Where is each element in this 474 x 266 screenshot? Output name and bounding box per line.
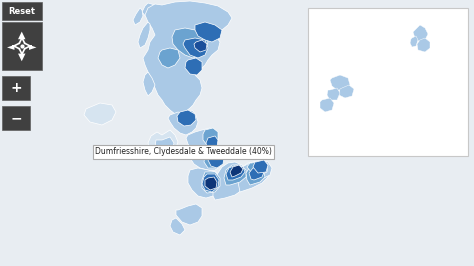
Polygon shape: [327, 88, 340, 100]
Polygon shape: [158, 48, 180, 68]
Polygon shape: [205, 177, 217, 190]
Polygon shape: [186, 128, 216, 155]
Polygon shape: [213, 162, 250, 200]
Polygon shape: [330, 75, 350, 90]
Polygon shape: [208, 152, 224, 168]
Polygon shape: [148, 130, 178, 160]
Bar: [2, 2, 42, 20]
Text: ▲: ▲: [18, 30, 26, 40]
Polygon shape: [183, 38, 208, 58]
Polygon shape: [133, 8, 143, 25]
Polygon shape: [226, 165, 245, 180]
Polygon shape: [168, 110, 198, 135]
Polygon shape: [84, 103, 116, 125]
Polygon shape: [413, 25, 428, 42]
Polygon shape: [238, 162, 268, 192]
Polygon shape: [195, 22, 222, 42]
Polygon shape: [247, 160, 268, 175]
Polygon shape: [203, 128, 218, 145]
Bar: [2, 22, 42, 70]
Polygon shape: [202, 172, 220, 193]
Polygon shape: [246, 165, 265, 185]
Polygon shape: [142, 3, 160, 22]
Polygon shape: [176, 204, 202, 225]
Polygon shape: [240, 160, 272, 178]
Polygon shape: [320, 98, 334, 112]
Polygon shape: [143, 72, 155, 96]
Polygon shape: [204, 150, 222, 168]
Polygon shape: [155, 137, 174, 155]
Polygon shape: [224, 165, 246, 185]
Bar: [2, 106, 30, 130]
Polygon shape: [190, 150, 222, 170]
Polygon shape: [410, 36, 418, 47]
Polygon shape: [417, 38, 430, 52]
Polygon shape: [253, 160, 268, 173]
Text: ◄: ◄: [7, 41, 15, 51]
Text: ►: ►: [29, 41, 37, 51]
Text: Dumfriesshire, Clydesdale & Tweeddale (40%): Dumfriesshire, Clydesdale & Tweeddale (4…: [95, 148, 272, 156]
Polygon shape: [188, 168, 220, 198]
Text: −: −: [10, 111, 22, 125]
Polygon shape: [202, 174, 219, 192]
Polygon shape: [206, 136, 218, 150]
Polygon shape: [170, 218, 185, 235]
Bar: [2, 76, 30, 100]
Polygon shape: [143, 1, 232, 115]
Polygon shape: [172, 28, 208, 58]
Polygon shape: [230, 165, 243, 177]
Polygon shape: [177, 110, 196, 126]
Polygon shape: [138, 22, 150, 48]
Text: Reset: Reset: [9, 6, 36, 15]
Text: ▼: ▼: [18, 52, 26, 62]
Text: +: +: [10, 81, 22, 95]
Polygon shape: [249, 167, 264, 180]
Bar: [308, 8, 468, 156]
Polygon shape: [194, 40, 207, 52]
Polygon shape: [185, 58, 202, 75]
Polygon shape: [339, 85, 354, 98]
